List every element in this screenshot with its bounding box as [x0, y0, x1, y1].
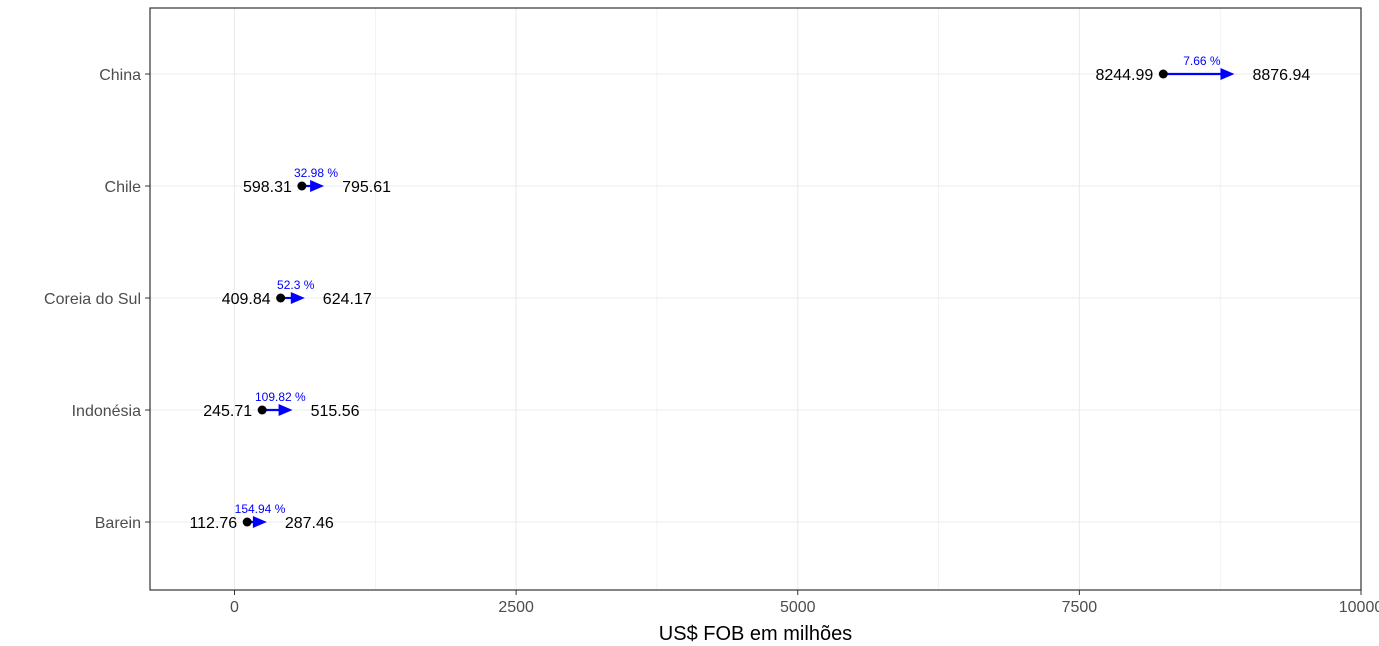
start-value-label: 598.31 — [243, 179, 292, 196]
end-value-label: 287.46 — [285, 515, 334, 532]
y-tick-label: Barein — [95, 515, 141, 532]
y-tick-label: Coreia do Sul — [44, 291, 141, 308]
change-percent-label: 52.3 % — [277, 278, 315, 292]
x-tick-label: 0 — [230, 599, 239, 616]
chart-marks: 8244.99 8876.94 7.66 % 598.31 795.61 32.98 % 4… — [189, 54, 1310, 532]
y-tick-label: Chile — [105, 179, 142, 196]
change-percent-label: 32.98 % — [294, 166, 338, 180]
change-percent-label: 154.94 % — [235, 502, 286, 516]
y-tick-label: China — [99, 67, 141, 84]
axes: 0 2500 5000 7500 10000 China Chile Coreia do Su… — [44, 67, 1379, 616]
start-point — [257, 405, 267, 415]
end-value-label: 795.61 — [342, 179, 391, 196]
x-tick-label: 7500 — [1062, 599, 1098, 616]
x-axis-title: US$ FOB em milhões — [659, 623, 852, 645]
change-arrow-head — [310, 180, 325, 192]
end-value-label: 624.17 — [323, 291, 372, 308]
start-point — [276, 293, 286, 303]
x-tick-label: 5000 — [780, 599, 816, 616]
end-value-label: 515.56 — [311, 403, 360, 420]
change-percent-label: 109.82 % — [255, 390, 306, 404]
x-tick-label: 10000 — [1339, 599, 1379, 616]
start-point — [242, 517, 252, 527]
change-arrow-head — [290, 292, 305, 304]
change-arrow-head — [1220, 68, 1235, 80]
panel-border — [149, 7, 1362, 591]
y-tick-label: Indonésia — [72, 403, 141, 420]
change-percent-label: 7.66 % — [1183, 54, 1221, 68]
end-value-label: 8876.94 — [1252, 67, 1310, 84]
start-value-label: 245.71 — [203, 403, 252, 420]
change-arrow-head — [252, 516, 267, 528]
start-point — [1158, 69, 1168, 79]
start-value-label: 8244.99 — [1095, 67, 1153, 84]
change-arrow-head — [278, 404, 293, 416]
start-value-label: 112.76 — [189, 515, 237, 532]
start-value-label: 409.84 — [222, 291, 271, 308]
x-tick-label: 2500 — [498, 599, 534, 616]
start-point — [297, 181, 307, 191]
